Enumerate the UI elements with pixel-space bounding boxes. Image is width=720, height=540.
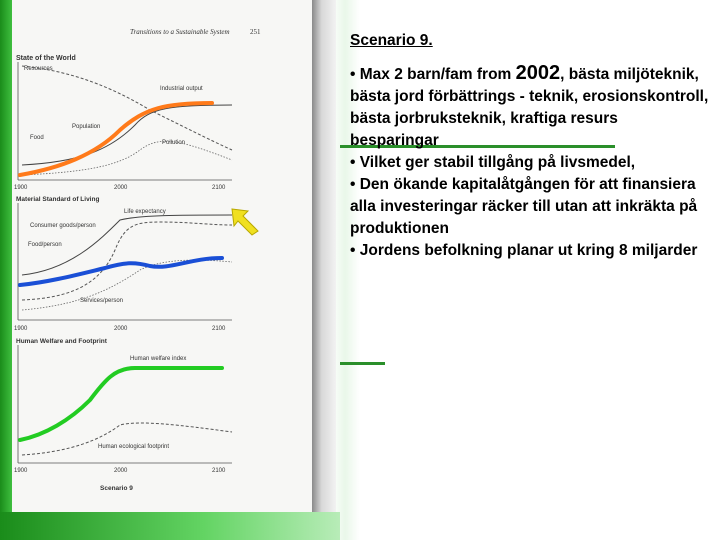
panel-2-label-services: Services/person: [80, 298, 123, 304]
bullet-1-suffix: , bästa miljöteknik, bästa jord förbättr…: [350, 66, 709, 149]
panel-3-label-footprint: Human ecological footprint: [98, 444, 169, 450]
panel-1-tick-1900: 1900: [14, 185, 28, 191]
panel-1-label-resources: Resources: [24, 66, 53, 72]
panel-1-tick-2000: 2000: [114, 185, 128, 191]
panel-3-label-welfare: Human welfare index: [130, 356, 186, 362]
decorative-rule-1: [340, 145, 615, 148]
panel-3-title: Human Welfare and Footprint: [16, 338, 108, 345]
yellow-arrow-icon: [231, 208, 259, 236]
bottom-green-strip: [0, 512, 340, 540]
panel-1-label-pollution: Pollution: [162, 140, 185, 146]
panel-1-orange-curve: [18, 101, 214, 177]
bullet-1-prefix: • Max 2 barn/fam from: [350, 66, 516, 83]
book-page-shadow: [312, 0, 336, 512]
figure-caption: Scenario 9: [100, 485, 133, 492]
slide-title: Scenario 9.: [350, 30, 710, 52]
panel-2-blue-curve: [18, 256, 224, 287]
panel-2-title: Material Standard of Living: [16, 196, 99, 203]
bullet-1: • Max 2 barn/fam from 2002, bästa miljöt…: [350, 62, 710, 152]
panel-3-green-curve: [18, 366, 224, 442]
bullet-4: • Jordens befolkning planar ut kring 8 m…: [350, 242, 698, 259]
bullet-3: • Den ökande kapitalåtgången för att fin…: [350, 176, 698, 237]
panel-2-tick-2100: 2100: [212, 326, 226, 332]
panel-1-title: State of the World: [16, 55, 76, 62]
panel-1-tick-2100: 2100: [212, 185, 226, 191]
panel-3-tick-2000: 2000: [114, 468, 128, 474]
scenario-figure: State of the World Resources Industrial …: [14, 55, 233, 492]
panel-3-tick-2100: 2100: [212, 468, 226, 474]
left-green-strip: [0, 0, 12, 540]
panel-2-label-food: Food/person: [28, 242, 62, 248]
panel-2-tick-2000: 2000: [114, 326, 128, 332]
panel-1-label-food: Food: [30, 135, 44, 141]
panel-1-label-industrial: Industrial output: [160, 86, 203, 92]
running-head: Transitions to a Sustainable System: [130, 28, 230, 36]
panel-2-label-life: Life expectancy: [124, 209, 166, 215]
panel-1-label-population: Population: [72, 124, 100, 130]
bullet-1-year: 2002: [515, 62, 561, 84]
book-page: [12, 0, 318, 512]
panel-3-tick-1900: 1900: [14, 468, 28, 474]
page-number: 251: [250, 28, 261, 36]
slide-text: Scenario 9. • Max 2 barn/fam from 2002, …: [350, 30, 710, 262]
decorative-rule-2: [340, 362, 385, 365]
panel-2-label-consumer: Consumer goods/person: [30, 223, 96, 229]
slide-title-text: Scenario 9.: [350, 32, 433, 49]
panel-2-tick-1900: 1900: [14, 326, 28, 332]
bullet-2: • Vilket ger stabil tillgång på livsmede…: [350, 154, 636, 171]
